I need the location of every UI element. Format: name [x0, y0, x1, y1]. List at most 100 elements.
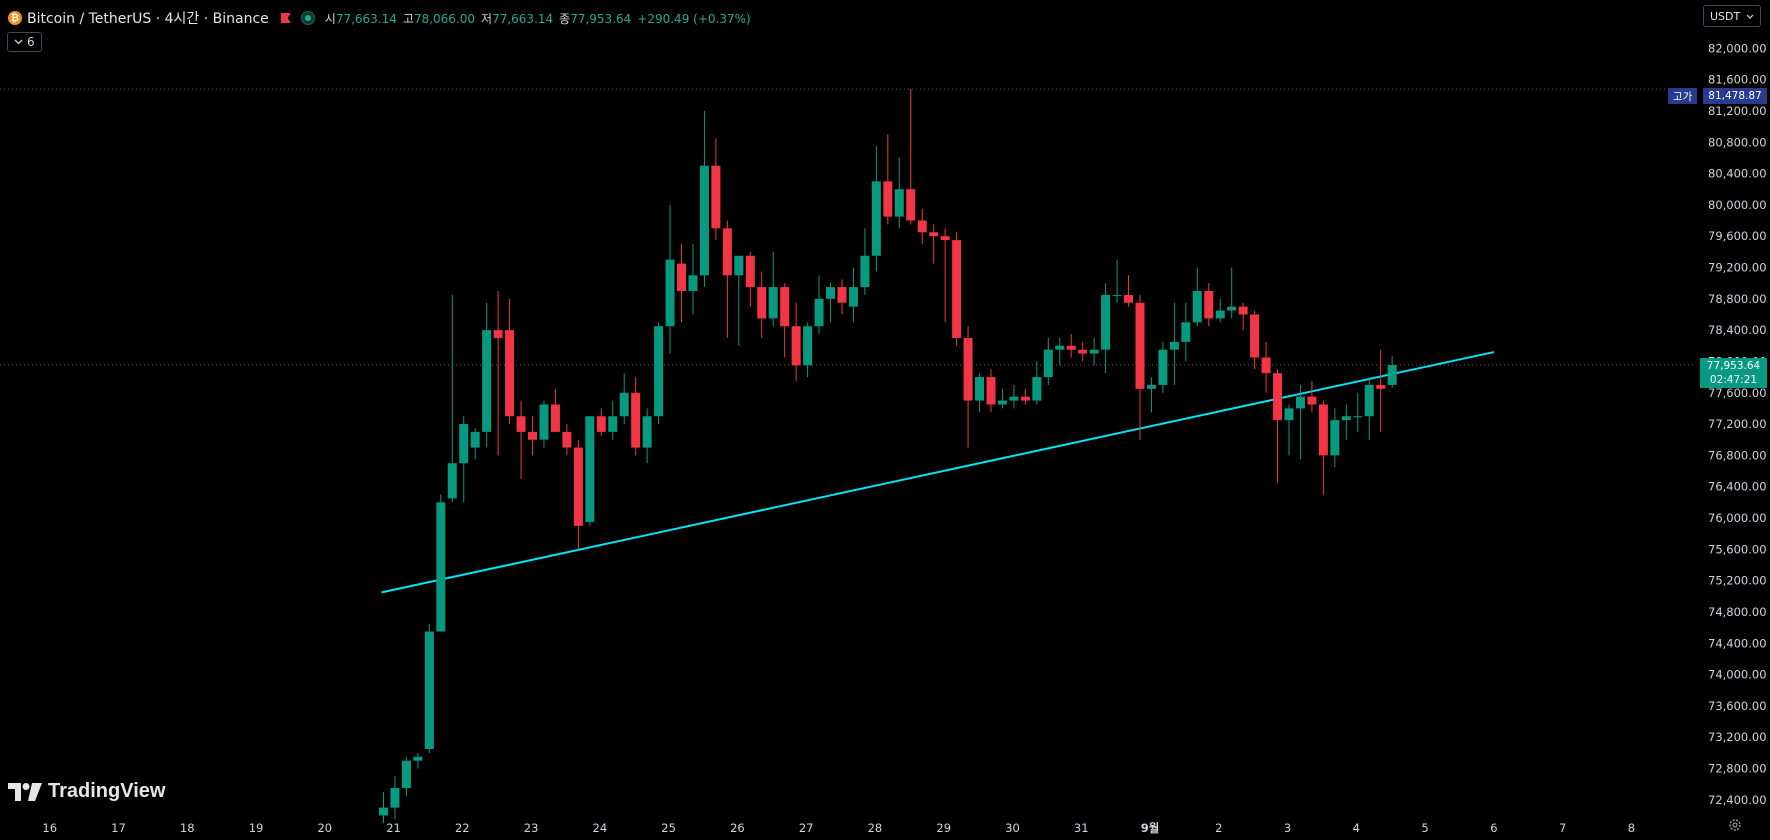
candle-body — [1341, 416, 1351, 421]
symbol-title[interactable]: Bitcoin / TetherUS · 4시간 · Binance — [27, 11, 269, 27]
flag-icon[interactable] — [280, 13, 291, 23]
candle — [665, 204, 675, 354]
tradingview-logo-icon — [8, 782, 42, 801]
high-tag-value: 81,478.87 — [1703, 88, 1767, 104]
candle-body — [883, 181, 893, 217]
candle-body — [917, 220, 927, 233]
candle-body — [745, 255, 755, 288]
y-tick-label: 72,400.00 — [1708, 793, 1767, 807]
candle — [413, 752, 423, 769]
candle-body — [1192, 290, 1202, 323]
candle-body — [596, 416, 606, 432]
x-tick-label: 4 — [1353, 821, 1360, 835]
candle — [1043, 337, 1053, 385]
candle-body — [1066, 345, 1076, 350]
candle-body — [573, 447, 583, 526]
y-tick-label: 77,600.00 — [1708, 386, 1767, 400]
candle-body — [436, 502, 446, 632]
candle — [1284, 404, 1294, 456]
currency-selector[interactable]: USDT — [1703, 5, 1761, 27]
candle-body — [722, 228, 732, 276]
candle — [1135, 294, 1145, 440]
x-tick-label: 23 — [524, 821, 539, 835]
candle — [768, 251, 778, 327]
candle — [1227, 267, 1237, 319]
y-tick-label: 72,800.00 — [1708, 762, 1767, 776]
y-tick-label: 82,000.00 — [1708, 41, 1767, 55]
candle — [619, 373, 629, 425]
candle — [493, 290, 503, 456]
candle-body — [1376, 384, 1386, 389]
candle-body — [1273, 373, 1283, 421]
candle — [688, 244, 698, 315]
indicators-toggle[interactable]: 6 — [7, 32, 42, 52]
candle — [379, 791, 388, 824]
x-tick-label: 25 — [661, 821, 676, 835]
x-tick-label: 8 — [1628, 821, 1635, 835]
y-tick-label: 74,400.00 — [1708, 636, 1767, 650]
trendline[interactable] — [381, 351, 1495, 594]
low-label: 저 — [481, 11, 493, 26]
candle — [906, 89, 916, 225]
candle — [1307, 381, 1317, 413]
y-tick-label: 75,200.00 — [1708, 574, 1767, 588]
x-tick-label: 29 — [936, 821, 951, 835]
y-tick-label: 78,400.00 — [1708, 323, 1767, 337]
candle-body — [413, 756, 423, 761]
candle-body — [791, 326, 801, 366]
y-tick-label: 81,200.00 — [1708, 104, 1767, 118]
candle — [1204, 283, 1214, 327]
candle — [711, 138, 721, 241]
candle — [401, 756, 411, 796]
candle — [550, 388, 560, 432]
candle-body — [1032, 377, 1042, 401]
candle-body — [940, 236, 950, 241]
candle — [803, 322, 813, 378]
candle — [722, 220, 732, 338]
candle-body — [379, 807, 388, 816]
candle-body — [1227, 306, 1237, 311]
market-open-dot-icon[interactable] — [300, 11, 315, 25]
candle — [1089, 337, 1099, 366]
candle-body — [631, 392, 641, 448]
y-tick-label: 77,200.00 — [1708, 417, 1767, 431]
candle — [975, 373, 985, 413]
candle — [1376, 349, 1386, 432]
close-value: 77,953.64 — [570, 11, 632, 26]
candle-body — [585, 416, 595, 522]
candle-body — [1181, 322, 1191, 342]
candle — [929, 224, 939, 264]
candle-body — [1020, 396, 1030, 401]
candle-body — [871, 181, 881, 256]
candle — [940, 228, 950, 323]
candle — [1318, 400, 1328, 495]
candle-body — [539, 404, 549, 440]
candle-body — [1330, 420, 1340, 456]
bitcoin-icon[interactable]: ₿ — [8, 11, 22, 25]
candle-body — [952, 240, 962, 338]
candle — [734, 255, 744, 346]
x-tick-label: 28 — [868, 821, 883, 835]
candle — [482, 302, 492, 448]
x-tick-label: 21 — [386, 821, 401, 835]
chevron-down-icon — [1746, 14, 1754, 19]
candle-body — [963, 337, 973, 401]
candle — [470, 427, 480, 460]
current-price-tag: 77,953.64 02:47:21 — [1700, 358, 1767, 388]
indicator-count: 6 — [27, 35, 35, 49]
gear-icon[interactable] — [1728, 818, 1742, 832]
y-tick-label: 74,000.00 — [1708, 668, 1767, 682]
tradingview-logo[interactable]: TradingView — [8, 780, 165, 803]
candle — [1169, 302, 1179, 385]
candle-body — [814, 298, 824, 327]
candle — [917, 208, 927, 245]
candle-body — [803, 326, 813, 366]
candle-body — [493, 330, 503, 338]
high-value: 78,066.00 — [413, 11, 476, 26]
candle-body — [848, 287, 858, 307]
y-tick-label: 80,400.00 — [1708, 167, 1767, 181]
candle-body — [997, 400, 1007, 405]
candle-body — [1055, 345, 1065, 350]
candle-body — [734, 255, 744, 276]
